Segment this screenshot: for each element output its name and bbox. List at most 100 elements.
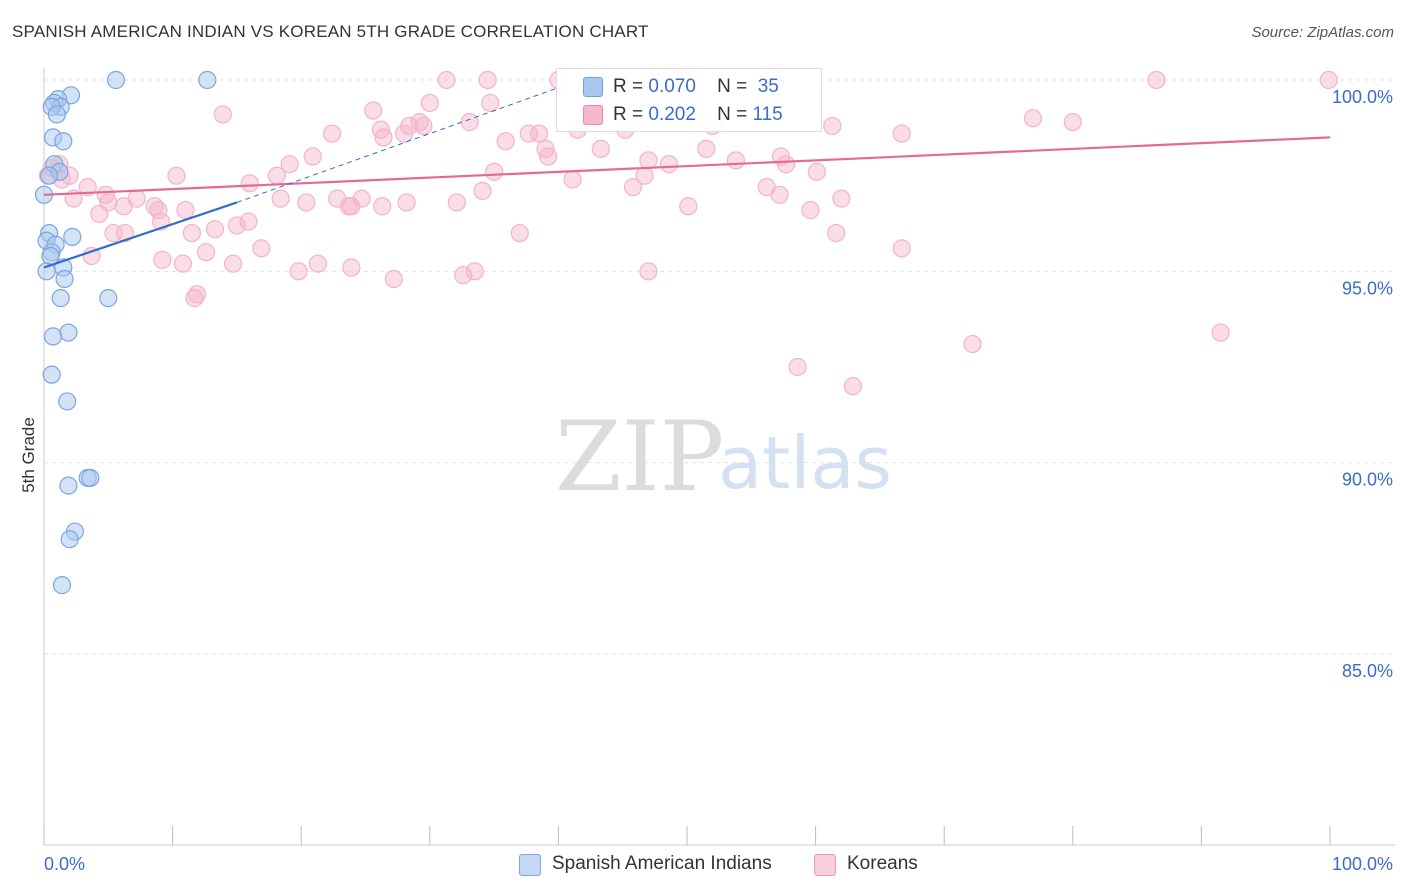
x-tick-label: 100.0% [1332,854,1393,874]
korean-point [364,101,383,120]
korean-point [481,93,500,113]
legend-n-label: N = [717,104,748,125]
korean-point [384,269,403,289]
korean-point [454,266,473,285]
legend-r-value: 0.202 [648,104,696,125]
korean-point [267,166,286,185]
gridlines [44,79,1395,655]
watermark-atlas: atlas [718,421,892,505]
korean-point [308,254,328,273]
y-tick-label: 95.0% [1342,278,1393,298]
korean-point [726,151,745,170]
korean-point [420,93,439,113]
korean-point [280,155,299,174]
korean-point [115,223,135,243]
korean-point [414,116,433,136]
korean-point [843,377,862,396]
spanish-american-indian-point [55,269,74,289]
korean-point [167,166,186,185]
korean-point [205,220,225,239]
korean-point [271,189,290,208]
spanish-american-indian-point [63,227,82,246]
korean-point [173,254,192,273]
korean-point [788,357,807,377]
korean-point [373,197,392,216]
korean-point [485,162,504,181]
y-tick-label: 90.0% [1342,470,1393,490]
korean-point [659,155,679,174]
spanish-american-indian-point [47,105,66,124]
legend-r-label: R = [613,104,644,125]
korean-point [892,239,911,258]
legend-r-label: R = [613,76,644,97]
legend-swatch-pink [814,854,836,876]
korean-point [832,189,851,208]
y-tick-label: 100.0% [1332,87,1393,107]
spanish-american-indian-trend-line [43,201,238,269]
spanish-american-indian-point [42,365,61,384]
korean-point [563,170,582,189]
spanish-american-indian-point [37,262,56,281]
korean-point [892,124,911,143]
korean-point [465,262,484,281]
korean-point [182,223,201,243]
spanish-american-indian-point [60,530,79,549]
chart-title: SPANISH AMERICAN INDIAN VS KOREAN 5TH GR… [12,22,649,41]
korean-point [400,116,419,136]
korean-point [1319,70,1338,90]
spanish-american-indian-point [52,576,72,595]
korean-point [697,139,716,158]
korean-point [460,112,479,132]
korean-point [196,243,216,262]
series-legend: Spanish American Indians Koreans [0,852,1406,876]
korean-point [342,197,361,216]
korean-point [447,193,466,212]
spanish-american-indian-points [34,70,217,595]
korean-point [437,70,456,90]
korean-point [78,178,97,197]
x-tick-label: 0.0% [44,854,85,874]
korean-point [297,193,316,212]
korean-point [823,116,842,136]
legend-n-value: 35 [757,76,779,97]
spanish-american-indian-point [198,70,217,90]
spanish-american-indian-point [59,323,78,342]
korean-point [289,262,308,281]
spanish-american-indian-point [58,392,77,411]
spanish-american-indian-point [40,166,59,185]
korean-point [635,166,654,185]
korean-point [639,151,658,170]
korean-point [679,197,698,216]
legend-swatch-blue [583,77,603,97]
korean-point [153,250,172,269]
korean-point [303,147,322,166]
korean-point [90,204,109,224]
spanish-american-indian-point [99,289,118,308]
legend-label: Koreans [847,853,918,874]
korean-point [223,254,243,273]
korean-point [510,223,529,243]
watermark: ZIP atlas [555,401,892,513]
watermark-zip: ZIP [555,401,724,513]
korean-point [213,105,232,124]
trend-lines [43,87,1331,269]
korean-point [1063,112,1082,132]
y-axis-label: 5th Grade [19,417,38,493]
korean-point [639,262,658,281]
korean-point [114,197,133,216]
spanish-american-indian-point [106,70,126,90]
korean-point [591,139,610,158]
korean-point [322,124,342,143]
source-label: Source: ZipAtlas.com [1251,24,1394,41]
korean-point [352,189,371,208]
korean-point [623,178,643,197]
legend-r-value: 0.070 [648,76,696,97]
spanish-american-indian-point [59,476,78,495]
korean-point [239,212,258,231]
korean-point [801,201,820,220]
korean-point [1023,109,1043,128]
spanish-american-indian-point [43,327,63,346]
korean-point [371,120,391,139]
legend-label: Spanish American Indians [552,853,772,874]
